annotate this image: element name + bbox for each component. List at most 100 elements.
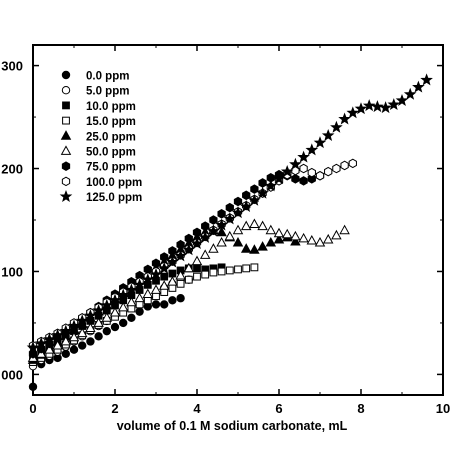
data-point <box>78 341 87 350</box>
data-point <box>168 246 177 256</box>
data-point <box>216 237 227 247</box>
y-tick-label: 200 <box>1 162 23 177</box>
data-point <box>298 232 309 243</box>
data-point <box>232 224 244 235</box>
data-point <box>117 301 129 312</box>
legend-label: 10.0 ppm <box>86 101 136 113</box>
data-point <box>348 158 357 169</box>
y-tick-label: 100 <box>1 264 23 279</box>
data-point <box>60 335 72 346</box>
data-point <box>160 300 169 309</box>
data-point <box>158 280 170 290</box>
data-point <box>208 243 219 253</box>
data-point <box>28 382 38 391</box>
data-point <box>280 165 294 177</box>
data-point <box>183 262 195 273</box>
data-point <box>313 136 327 149</box>
data-point <box>43 332 56 345</box>
data-point <box>119 318 128 328</box>
data-point <box>174 249 187 262</box>
x-tick-label: 6 <box>275 401 282 416</box>
series-8 <box>26 73 433 353</box>
y-tick-label: 300 <box>1 59 23 74</box>
data-point <box>176 239 185 250</box>
data-point <box>184 233 193 244</box>
data-point <box>168 269 177 278</box>
data-point <box>233 196 243 207</box>
data-point <box>299 163 308 174</box>
data-point <box>307 167 316 178</box>
data-point <box>26 341 40 353</box>
legend-label: 15.0 ppm <box>86 116 136 128</box>
data-point <box>307 174 316 184</box>
data-point <box>362 99 376 112</box>
data-point <box>166 255 179 268</box>
data-point <box>217 209 226 219</box>
data-point <box>59 324 73 337</box>
data-point <box>232 237 244 247</box>
data-point <box>340 160 349 171</box>
data-point <box>306 234 318 245</box>
x-tick-label: 0 <box>29 401 36 416</box>
legend-marker <box>61 70 71 80</box>
data-point <box>175 269 186 280</box>
data-point <box>184 275 193 284</box>
data-point <box>193 264 201 273</box>
data-point <box>209 215 218 225</box>
data-point <box>289 157 302 170</box>
data-point <box>199 249 211 259</box>
data-point <box>290 235 301 246</box>
data-point <box>133 278 146 291</box>
data-point <box>134 292 145 303</box>
data-point <box>324 166 333 177</box>
data-point <box>109 307 121 317</box>
data-point <box>193 272 201 281</box>
legend-label: 25.0 ppm <box>86 131 136 143</box>
data-point <box>257 220 268 231</box>
data-point <box>201 270 210 279</box>
data-point <box>225 202 234 213</box>
data-point <box>75 314 89 327</box>
data-point <box>379 101 392 114</box>
data-point <box>339 224 350 235</box>
data-point <box>207 224 220 237</box>
data-point <box>34 336 48 349</box>
data-point <box>225 266 234 275</box>
data-point <box>190 237 204 250</box>
data-point <box>142 288 154 299</box>
data-point <box>242 264 251 273</box>
data-point <box>168 296 177 305</box>
data-point <box>248 193 261 206</box>
data-point <box>167 276 178 286</box>
data-point <box>305 143 319 156</box>
legend-label: 5.0 ppm <box>86 86 129 98</box>
data-point <box>92 303 105 316</box>
data-point <box>265 237 277 247</box>
legend-marker <box>61 161 71 171</box>
data-point <box>61 349 71 359</box>
data-point <box>86 337 95 346</box>
plot-axes: 0 2 4 6 8 10 000 100 200 300 <box>1 44 450 416</box>
data-point <box>332 163 341 174</box>
data-point <box>299 176 308 186</box>
data-point <box>223 212 237 225</box>
data-point <box>68 331 80 342</box>
data-point <box>314 237 326 247</box>
legend-label: 100.0 ppm <box>86 177 142 189</box>
legend-marker <box>62 116 70 125</box>
data-point <box>150 284 162 294</box>
data-point <box>264 179 278 192</box>
x-tick-label: 2 <box>111 401 118 416</box>
data-point <box>149 267 163 280</box>
data-point <box>250 263 259 272</box>
data-point <box>346 106 360 119</box>
data-point <box>331 229 342 240</box>
data-point <box>157 261 171 274</box>
data-point <box>28 349 38 359</box>
data-point <box>116 288 130 301</box>
data-point <box>272 172 286 185</box>
data-point <box>217 267 226 276</box>
data-point <box>291 174 300 184</box>
data-point <box>242 190 251 201</box>
